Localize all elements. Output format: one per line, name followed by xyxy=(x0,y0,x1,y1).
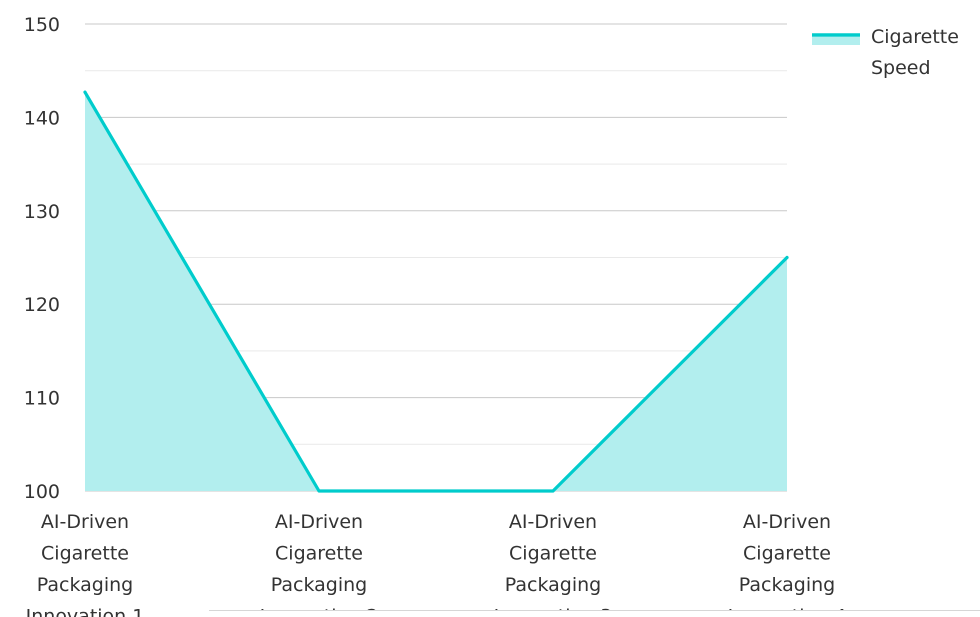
y-tick-label: 130 xyxy=(24,201,60,223)
x-tick-label-line: Cigarette xyxy=(743,543,831,565)
x-tick-label-line: Packaging xyxy=(37,574,133,596)
series-area-0 xyxy=(85,92,787,491)
y-tick-label: 150 xyxy=(24,14,60,36)
x-tick-label: AI-Driven Cigarette Packaging Innovation 1 xyxy=(26,511,145,617)
series-line-layer xyxy=(83,90,789,493)
data-point xyxy=(551,489,555,493)
data-point xyxy=(785,256,789,259)
footer-overlay xyxy=(209,610,980,617)
series-area-layer xyxy=(85,92,787,491)
legend-label: Cigarette xyxy=(871,26,959,48)
y-tick-label: 140 xyxy=(24,107,60,129)
x-tick-label-line: Packaging xyxy=(739,574,835,596)
x-tick-label-line: AI-Driven xyxy=(509,511,597,533)
y-axis: 100 110 120 130 140 150 xyxy=(24,14,60,503)
legend-label: Speed xyxy=(871,57,931,79)
x-tick-label-line: Packaging xyxy=(271,574,367,596)
x-tick-label-line: Cigarette xyxy=(509,543,597,565)
y-tick-label: 100 xyxy=(24,481,60,503)
data-point xyxy=(317,489,321,493)
x-tick-label-line: AI-Driven xyxy=(743,511,831,533)
x-tick-label-line: AI-Driven xyxy=(41,511,129,533)
x-tick-label-line: AI-Driven xyxy=(275,511,363,533)
y-tick-label: 120 xyxy=(24,294,60,316)
x-tick-label-line: Innovation 1 xyxy=(26,606,145,617)
x-tick-label-line: Cigarette xyxy=(275,543,363,565)
legend: Cigarette Speed xyxy=(812,26,959,79)
y-tick-label: 110 xyxy=(24,388,60,410)
data-point xyxy=(83,90,87,94)
series-line-0 xyxy=(83,90,789,493)
x-tick-label-line: Cigarette xyxy=(41,543,129,565)
x-tick-label-line: Packaging xyxy=(505,574,601,596)
